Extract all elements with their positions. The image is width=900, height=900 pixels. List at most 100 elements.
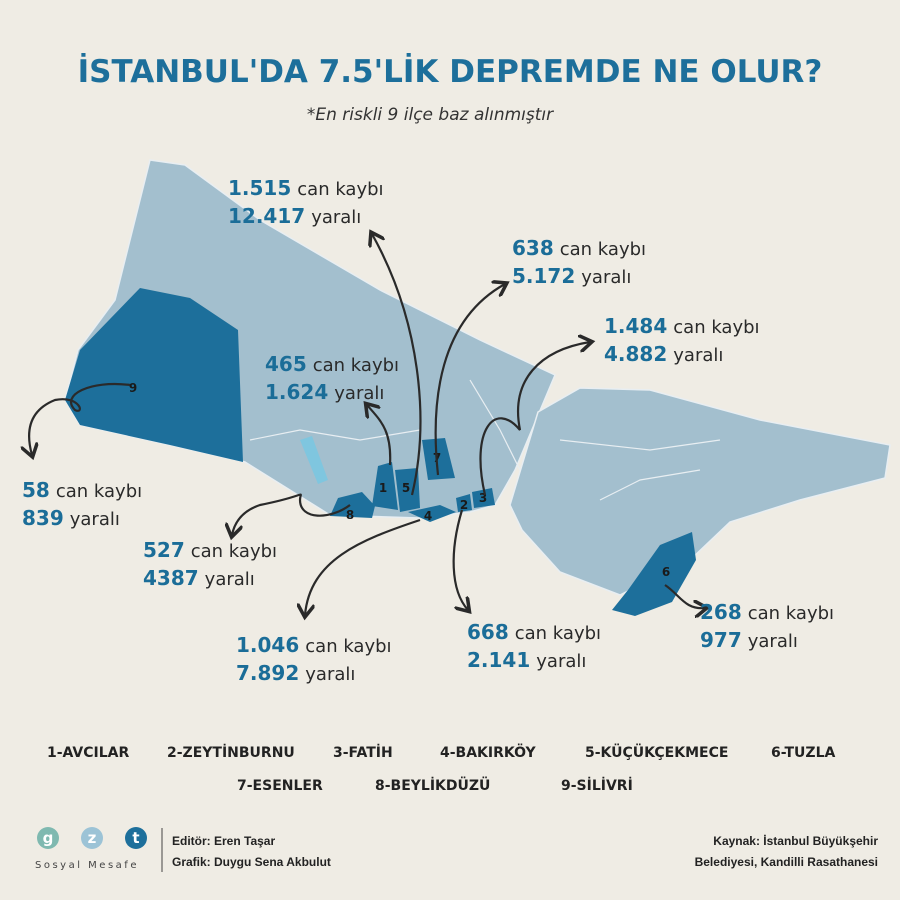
callout: 1.515 can kaybı 12.417 yaralı xyxy=(228,176,384,228)
injured-line: 5.172 yaralı xyxy=(512,264,631,288)
arrow xyxy=(452,509,468,610)
injured-label: yaralı xyxy=(748,631,798,652)
legend-item: 5-KÜÇÜKÇEKMECE xyxy=(585,743,728,761)
footer: g z t Sosyal Mesafe Editör: Eren Taşar G… xyxy=(35,827,878,872)
injured: 7.892 xyxy=(236,661,299,685)
logo-letter: t xyxy=(132,829,139,847)
arrow xyxy=(664,584,705,608)
map-number: 4 xyxy=(424,509,432,523)
deaths-line: 58 can kaybı xyxy=(22,478,142,502)
deaths: 465 xyxy=(265,352,307,376)
deaths-line: 1.046 can kaybı xyxy=(236,633,392,657)
arrow xyxy=(479,342,590,496)
deaths: 668 xyxy=(467,620,509,644)
arrow xyxy=(232,493,351,535)
injured-line: 12.417 yaralı xyxy=(228,204,361,228)
deaths: 1.484 xyxy=(604,314,667,338)
deaths: 1.515 xyxy=(228,176,291,200)
callout: 1.484 can kaybı 4.882 yaralı xyxy=(604,314,760,366)
injured-line: 2.141 yaralı xyxy=(467,648,586,672)
injured: 4387 xyxy=(143,566,199,590)
injured-line: 1.624 yaralı xyxy=(265,380,384,404)
logo-dot xyxy=(81,827,103,849)
injured-label: yaralı xyxy=(70,509,120,530)
injured-label: yaralı xyxy=(536,651,586,672)
legend-item: 4-BAKIRKÖY xyxy=(440,743,537,761)
arrow xyxy=(29,382,131,455)
injured-label: yaralı xyxy=(311,207,361,228)
map-number: 5 xyxy=(402,481,410,495)
deaths-line: 527 can kaybı xyxy=(143,538,277,562)
map-number: 2 xyxy=(460,498,468,512)
deaths-line: 638 can kaybı xyxy=(512,236,646,260)
district-zeytinburnu xyxy=(456,494,472,512)
injured-label: yaralı xyxy=(581,267,631,288)
deaths-label: can kaybı xyxy=(673,317,759,338)
injured: 839 xyxy=(22,506,64,530)
district-kucukcekmece xyxy=(395,468,420,512)
arrows xyxy=(29,234,705,615)
legend-item: 3-FATİH xyxy=(333,744,393,761)
deaths-line: 668 can kaybı xyxy=(467,620,601,644)
arrow xyxy=(367,405,392,466)
deaths-label: can kaybı xyxy=(191,541,277,562)
deaths: 268 xyxy=(700,600,742,624)
legend-item: 8-BEYLİKDÜZÜ xyxy=(375,776,490,794)
injured: 2.141 xyxy=(467,648,530,672)
injured: 5.172 xyxy=(512,264,575,288)
deaths-label: can kaybı xyxy=(297,179,383,200)
deaths: 527 xyxy=(143,538,185,562)
lake xyxy=(300,436,328,484)
title: İSTANBUL'DA 7.5'LİK DEPREMDE NE OLUR? xyxy=(78,54,823,90)
map-number: 8 xyxy=(346,508,354,522)
deaths: 1.046 xyxy=(236,633,299,657)
legend-item: 2-ZEYTİNBURNU xyxy=(167,744,295,761)
legend-item: 1-AVCILAR xyxy=(47,745,130,761)
deaths: 638 xyxy=(512,236,554,260)
arrow xyxy=(305,518,421,615)
deaths-line: 1.484 can kaybı xyxy=(604,314,760,338)
district-fatih xyxy=(472,488,495,508)
callout: 1.046 can kaybı 7.892 yaralı xyxy=(236,633,392,685)
injured: 1.624 xyxy=(265,380,328,404)
map-number: 3 xyxy=(479,491,487,505)
deaths-line: 465 can kaybı xyxy=(265,352,399,376)
district-bakirkoy xyxy=(408,505,456,522)
source: Belediyesi, Kandilli Rasathanesi xyxy=(695,855,878,869)
injured: 12.417 xyxy=(228,204,305,228)
injured-label: yaralı xyxy=(673,345,723,366)
source: Kaynak: İstanbul Büyükşehir xyxy=(713,833,878,848)
injured: 977 xyxy=(700,628,742,652)
injured-line: 4387 yaralı xyxy=(143,566,255,590)
callout: 527 can kaybı 4387 yaralı xyxy=(143,538,277,590)
callout: 465 can kaybı 1.624 yaralı xyxy=(265,352,399,404)
logo-dot xyxy=(37,827,59,849)
district-borders xyxy=(249,379,721,501)
map-number: 9 xyxy=(129,381,137,395)
graphic: Grafik: Duygu Sena Akbulut xyxy=(172,855,331,869)
brand: Sosyal Mesafe xyxy=(35,860,139,871)
editor: Editör: Eren Taşar xyxy=(172,834,275,848)
injured-line: 977 yaralı xyxy=(700,628,798,652)
deaths-label: can kaybı xyxy=(305,636,391,657)
deaths-line: 1.515 can kaybı xyxy=(228,176,384,200)
legend-item: 7-ESENLER xyxy=(237,778,323,794)
legend-item: 9-SİLİVRİ xyxy=(561,777,633,794)
callout: 268 can kaybı 977 yaralı xyxy=(700,600,834,652)
deaths-label: can kaybı xyxy=(748,603,834,624)
arrow xyxy=(372,234,422,496)
deaths-label: can kaybı xyxy=(313,355,399,376)
map-number: 6 xyxy=(662,565,670,579)
deaths-label: can kaybı xyxy=(56,481,142,502)
callout: 668 can kaybı 2.141 yaralı xyxy=(467,620,601,672)
logo-letter: z xyxy=(88,829,97,847)
injured-label: yaralı xyxy=(305,664,355,685)
arrow xyxy=(434,284,505,476)
map xyxy=(64,159,891,616)
injured-label: yaralı xyxy=(205,569,255,590)
injured: 4.882 xyxy=(604,342,667,366)
deaths-label: can kaybı xyxy=(515,623,601,644)
injured-label: yaralı xyxy=(334,383,384,404)
subtitle: *En riskli 9 ilçe baz alınmıştır xyxy=(307,105,554,125)
